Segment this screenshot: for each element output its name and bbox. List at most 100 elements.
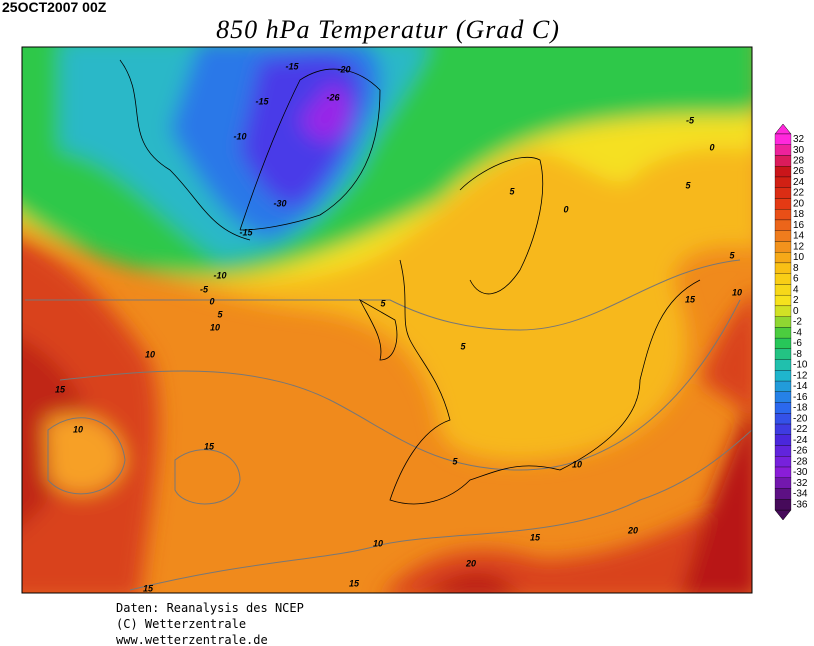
contour-label: -20	[337, 64, 350, 74]
colorbar-label: 10	[793, 252, 805, 263]
footer-line: (C) Wetterzentrale	[116, 617, 246, 631]
colorbar-label: 16	[793, 220, 805, 231]
colorbar-swatch	[774, 198, 792, 210]
colorbar-swatch	[774, 327, 792, 339]
map-frame	[21, 46, 753, 594]
colorbar-label: -18	[793, 403, 808, 414]
colorbar-label: 28	[793, 155, 805, 166]
colorbar-swatch	[774, 370, 792, 382]
colorbar-swatch	[774, 273, 792, 285]
colorbar-label: -4	[793, 327, 802, 338]
footer-line: Daten: Reanalysis des NCEP	[116, 601, 304, 615]
contour-labels: -15 -20 -26 -15 -10 -30 -15 -10 -5 0 5 1…	[55, 61, 742, 593]
colorbar-swatch	[774, 477, 792, 489]
contour-label: 20	[465, 558, 476, 568]
colorbar-label: -22	[793, 424, 808, 435]
contour-label: 0	[563, 204, 568, 214]
colorbar-label: 24	[793, 177, 805, 188]
colorbar-swatch	[774, 488, 792, 500]
colorbar-swatch	[774, 305, 792, 317]
contour-label: -10	[213, 270, 226, 280]
contour-label: -15	[285, 61, 299, 71]
contour-label: 5	[509, 186, 515, 196]
colorbar-label: 32	[793, 134, 805, 145]
contour-label: -5	[686, 115, 695, 125]
colorbar-label: -20	[793, 413, 808, 424]
colorbar-swatch	[774, 252, 792, 264]
colorbar-label: 0	[793, 306, 799, 317]
colorbar-label: -10	[793, 360, 808, 371]
colorbar-swatch	[774, 176, 792, 188]
colorbar: 32302826242220181614121086420-2-4-6-8-10…	[774, 123, 808, 521]
colorbar-swatch	[774, 359, 792, 371]
colorbar-label: 14	[793, 231, 805, 242]
colorbar-label: -34	[793, 489, 808, 500]
colorbar-swatch	[774, 219, 792, 231]
colorbar-label: 26	[793, 166, 805, 177]
contour-label: -15	[255, 96, 269, 106]
contour-label: 20	[627, 525, 638, 535]
contour-label: -10	[233, 131, 246, 141]
colorbar-swatch	[774, 391, 792, 403]
colorbar-label: 12	[793, 241, 805, 252]
map-title: 850 hPa Temperatur (Grad C)	[216, 15, 560, 44]
colorbar-label: -30	[793, 467, 808, 478]
colorbar-swatch	[774, 402, 792, 414]
contour-label: 10	[210, 322, 220, 332]
contour-label: 10	[572, 459, 582, 469]
colorbar-label: -8	[793, 349, 802, 360]
colorbar-cap	[774, 509, 792, 521]
contour-label: 10	[373, 538, 383, 548]
contour-label: 10	[732, 287, 742, 297]
temperature-field	[22, 47, 752, 593]
colorbar-label: 8	[793, 263, 799, 274]
colorbar-label: -6	[793, 338, 802, 349]
colorbar-label: 20	[793, 198, 805, 209]
contour-label: 5	[729, 250, 735, 260]
colorbar-swatch	[774, 155, 792, 167]
contour-label: 15	[685, 294, 696, 304]
colorbar-swatch	[774, 262, 792, 274]
contour-label: 10	[145, 349, 155, 359]
colorbar-swatch	[774, 294, 792, 307]
contour-label: 0	[709, 142, 714, 152]
colorbar-swatch	[774, 166, 792, 178]
colorbar-label: 6	[793, 274, 799, 285]
contour-label: 15	[143, 583, 154, 593]
contour-label: -5	[200, 284, 209, 294]
colorbar-swatch	[774, 413, 792, 425]
colorbar-label: -28	[793, 456, 808, 467]
colorbar-swatch	[774, 284, 792, 296]
colorbar-swatch	[774, 144, 792, 156]
colorbar-swatch	[774, 456, 792, 468]
colorbar-swatch	[774, 434, 792, 446]
contour-label: 5	[380, 298, 386, 308]
colorbar-label: -36	[793, 499, 808, 510]
contour-label: 10	[73, 424, 83, 434]
colorbar-swatch	[774, 337, 792, 350]
colorbar-label: 22	[793, 188, 805, 199]
colorbar-swatch	[774, 209, 792, 221]
colorbar-label: 18	[793, 209, 805, 220]
colorbar-swatch	[774, 499, 792, 511]
colorbar-swatch	[774, 316, 792, 328]
contour-label: 5	[460, 341, 466, 351]
colorbar-label: -12	[793, 370, 808, 381]
colorbar-label: -26	[793, 446, 808, 457]
contour-label: 5	[217, 309, 223, 319]
contour-label: -26	[326, 92, 340, 102]
colorbar-label: -32	[793, 478, 808, 489]
contour-label: 5	[452, 456, 458, 466]
colorbar-swatch	[774, 466, 792, 478]
colorbar-cap	[774, 123, 792, 135]
contour-label: 15	[55, 384, 66, 394]
colorbar-swatch	[774, 423, 792, 435]
colorbar-swatch	[774, 445, 792, 457]
colorbar-swatch	[774, 133, 792, 145]
contour-label: 15	[204, 441, 215, 451]
colorbar-swatch	[774, 241, 792, 253]
contour-label: 15	[349, 578, 360, 588]
colorbar-label: -16	[793, 392, 808, 403]
